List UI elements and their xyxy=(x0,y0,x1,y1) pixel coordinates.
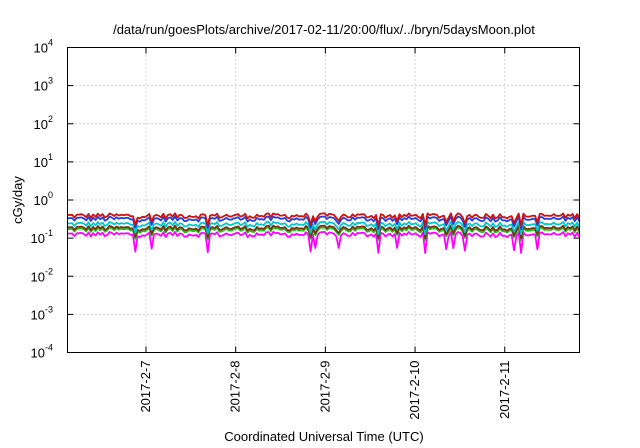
y-tick-label: 103 xyxy=(34,76,53,94)
series-group xyxy=(67,212,581,254)
y-tick-label: 10-4 xyxy=(31,343,53,361)
series-line xyxy=(67,231,581,254)
y-tick-label: 104 xyxy=(34,38,53,56)
y-tick-label: 10-3 xyxy=(31,304,53,322)
x-tick-label: 2017-2-7 xyxy=(138,361,153,413)
x-tick-label: 2017-2-11 xyxy=(497,361,512,419)
x-axis-label: Coordinated Universal Time (UTC) xyxy=(224,429,423,444)
y-tick-label: 102 xyxy=(34,114,53,132)
y-tick-label: 100 xyxy=(34,190,53,208)
x-axis: 2017-2-7 2017-2-8 2017-2-9 2017-2-10 2017-2-… xyxy=(138,47,512,420)
x-tick-label: 2017-2-8 xyxy=(228,361,243,413)
grid xyxy=(67,47,580,353)
y-axis: 10-4 10-3 10-2 10-1 100 101 102 103 104 xyxy=(31,38,580,361)
y-axis-label: cGy/day xyxy=(10,176,25,224)
x-tick-label: 2017-2-10 xyxy=(407,361,422,420)
series-line xyxy=(67,220,581,236)
x-tick-label: 2017-2-9 xyxy=(317,361,332,413)
y-tick-label: 10-1 xyxy=(31,228,53,246)
chart-title: /data/run/goesPlots/archive/2017-02-11/2… xyxy=(113,22,535,37)
y-tick-label: 10-2 xyxy=(31,266,53,284)
series-line xyxy=(67,215,581,230)
series-line xyxy=(67,224,581,240)
y-tick-label: 101 xyxy=(34,152,53,170)
series-line xyxy=(67,212,581,227)
